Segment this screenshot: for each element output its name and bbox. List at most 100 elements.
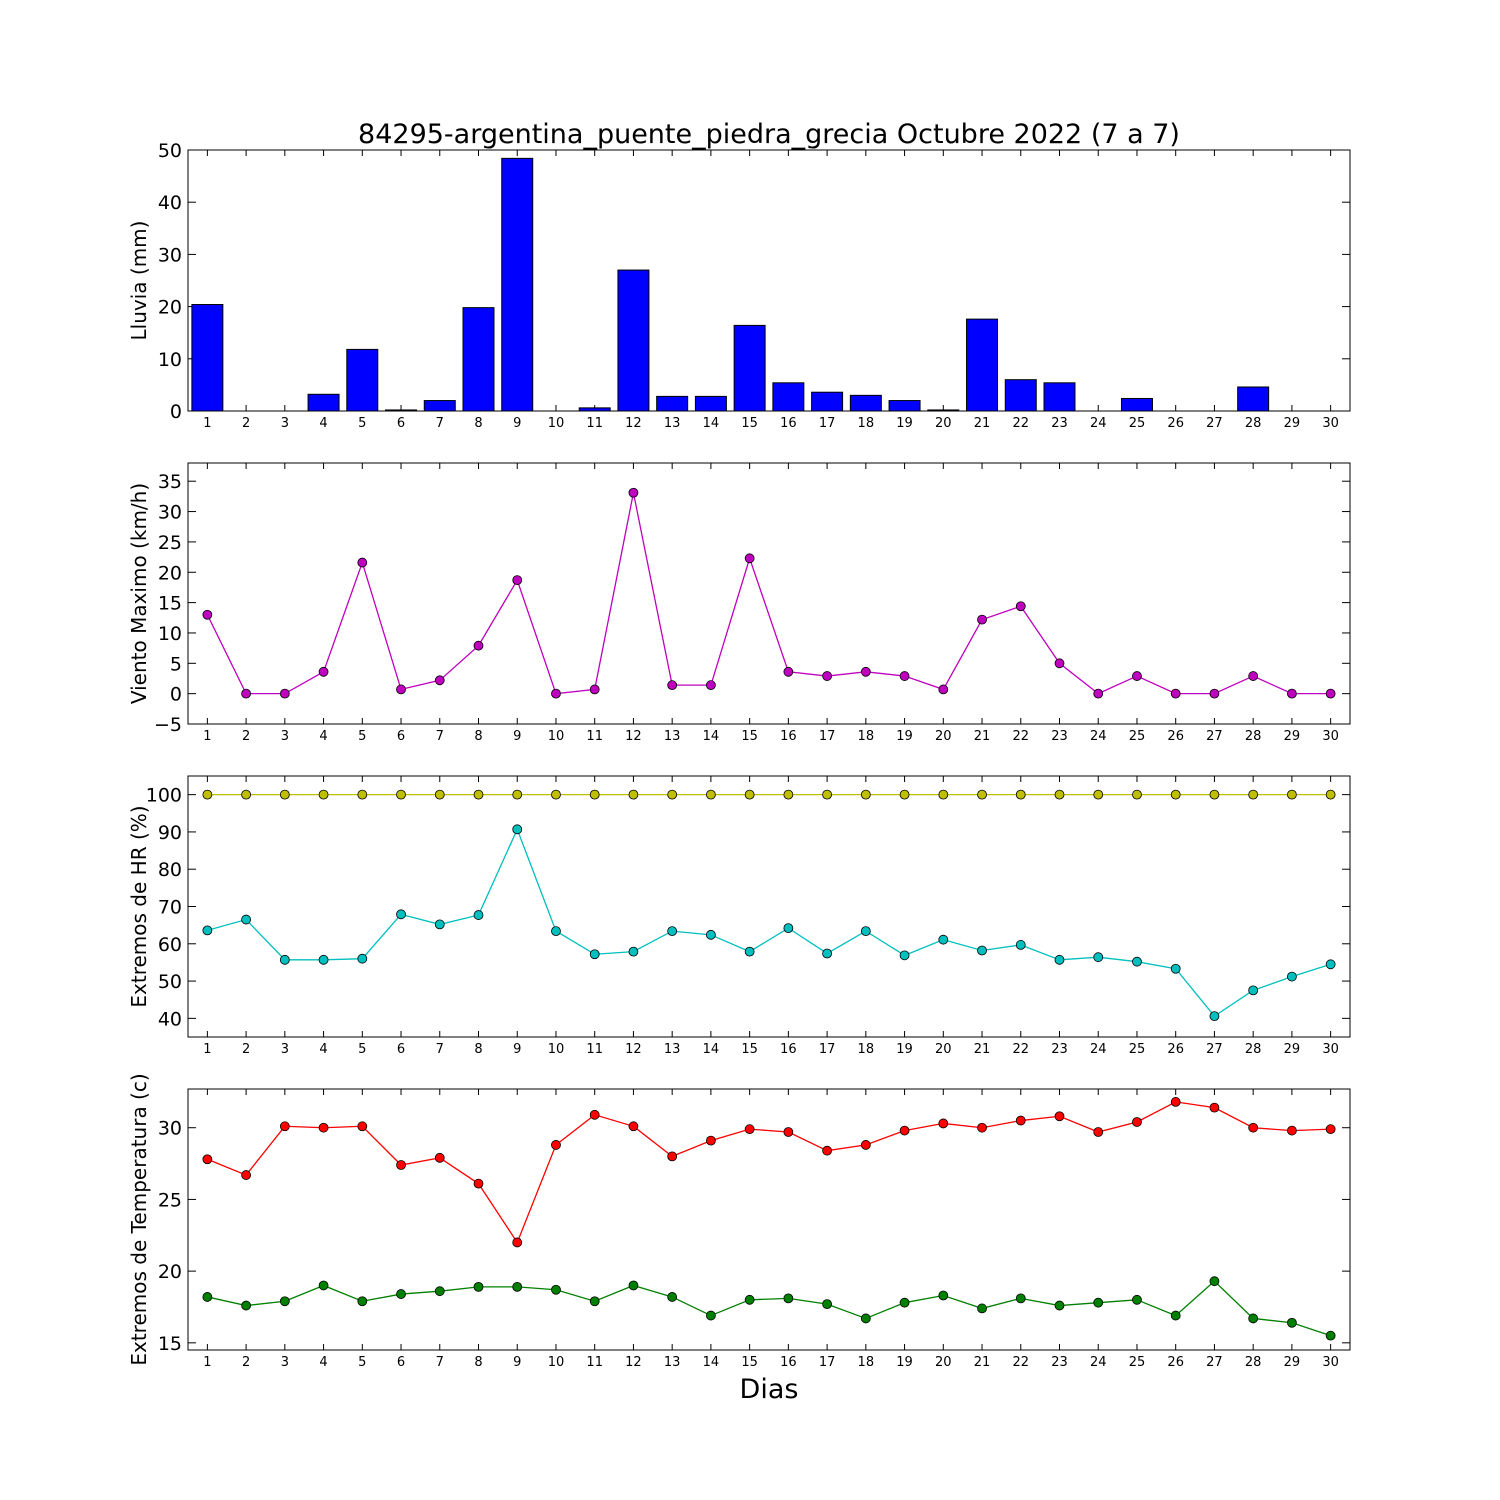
data-point — [822, 1145, 832, 1156]
x-tick-label: 7 — [436, 1355, 444, 1370]
data-point — [512, 824, 523, 835]
x-tick-label: 30 — [1322, 416, 1339, 431]
data-point — [1054, 1300, 1065, 1311]
bar — [733, 324, 766, 412]
data-point — [1170, 789, 1181, 800]
data-point — [1015, 1115, 1026, 1126]
bar — [346, 348, 379, 412]
x-tick-label: 7 — [436, 1042, 444, 1057]
x-tick-label: 30 — [1322, 1355, 1339, 1370]
y-tick-label: 40 — [158, 1008, 182, 1030]
y-tick-label: 70 — [158, 897, 182, 919]
y-tick-label: 30 — [158, 1118, 182, 1140]
data-point — [434, 919, 445, 930]
y-tick-label: 40 — [158, 192, 182, 214]
x-tick-label: 6 — [397, 416, 405, 431]
data-point — [706, 680, 716, 691]
bar — [423, 400, 456, 412]
x-tick-label: 28 — [1245, 1042, 1262, 1057]
x-tick-label: 21 — [974, 416, 991, 431]
data-point — [241, 1170, 252, 1180]
x-tick-label: 29 — [1284, 1042, 1301, 1057]
data-point — [899, 950, 910, 961]
x-tick-label: 9 — [513, 416, 521, 431]
data-point — [1093, 952, 1104, 963]
data-point — [667, 1151, 678, 1162]
y-axis-label: Extremos de Temperatura (c) — [127, 1073, 151, 1365]
data-point — [202, 1292, 213, 1302]
series-line — [207, 1101, 1331, 1244]
y-tick-label: 100 — [146, 785, 182, 807]
x-tick-label: 11 — [586, 729, 603, 744]
x-tick-label: 23 — [1051, 1355, 1068, 1370]
y-axis-label: Lluvia (mm) — [127, 221, 151, 341]
data-point — [706, 929, 716, 940]
y-tick-label: 50 — [158, 140, 182, 162]
data-point — [1093, 1297, 1104, 1308]
x-tick-label: 4 — [319, 1042, 327, 1057]
x-tick-label: 9 — [513, 729, 521, 744]
x-tick-label: 14 — [703, 729, 720, 744]
bar — [307, 393, 340, 412]
bar — [1237, 386, 1270, 412]
bar — [462, 307, 495, 412]
x-tick-label: 17 — [819, 1042, 836, 1057]
x-tick-label: 28 — [1245, 1355, 1262, 1370]
data-point — [628, 789, 639, 800]
y-tick-label: 50 — [158, 971, 182, 993]
data-point — [318, 954, 329, 965]
data-point — [744, 1124, 755, 1135]
data-point — [1132, 1294, 1142, 1305]
bar — [617, 269, 650, 412]
data-point — [589, 949, 600, 960]
bar — [927, 409, 960, 412]
data-point — [434, 789, 445, 800]
data-point — [667, 1292, 678, 1302]
x-tick-label: 20 — [935, 729, 952, 744]
data-point — [396, 1160, 406, 1170]
data-point — [512, 1237, 523, 1248]
data-point — [1325, 959, 1336, 970]
x-tick-label: 18 — [858, 1355, 875, 1370]
x-tick-label: 4 — [319, 416, 327, 431]
x-tick-label: 22 — [1012, 416, 1029, 431]
y-tick-label: 30 — [158, 244, 182, 266]
data-point — [357, 1121, 368, 1132]
x-tick-label: 25 — [1129, 1042, 1146, 1057]
data-point — [589, 684, 600, 695]
data-point — [473, 1282, 484, 1292]
bar — [966, 318, 999, 412]
data-point — [318, 666, 329, 677]
data-point — [706, 789, 716, 800]
data-point — [938, 934, 949, 945]
x-tick-label: 16 — [780, 1042, 797, 1057]
x-tick-label: 7 — [436, 729, 444, 744]
data-point — [434, 1152, 445, 1163]
x-tick-label: 19 — [896, 729, 913, 744]
data-point — [241, 1300, 252, 1311]
x-tick-label: 13 — [664, 1355, 681, 1370]
plot-frame — [187, 775, 1351, 1038]
data-point — [396, 1289, 406, 1299]
x-tick-label: 24 — [1090, 1042, 1107, 1057]
data-point — [1170, 963, 1181, 974]
x-tick-label: 27 — [1206, 729, 1223, 744]
x-tick-label: 16 — [780, 1355, 797, 1370]
data-point — [1287, 789, 1297, 800]
x-tick-label: 2 — [242, 729, 250, 744]
x-tick-label: 8 — [474, 729, 482, 744]
data-point — [822, 671, 832, 681]
x-tick-label: 23 — [1051, 416, 1068, 431]
data-point — [1054, 954, 1065, 965]
data-point — [1325, 1330, 1336, 1341]
x-tick-label: 9 — [513, 1355, 521, 1370]
x-tick-label: 13 — [664, 1042, 681, 1057]
x-tick-label: 27 — [1206, 416, 1223, 431]
x-tick-label: 15 — [741, 729, 758, 744]
y-tick-label: 80 — [158, 859, 182, 881]
data-point — [1015, 789, 1026, 800]
data-point — [1170, 1310, 1181, 1321]
